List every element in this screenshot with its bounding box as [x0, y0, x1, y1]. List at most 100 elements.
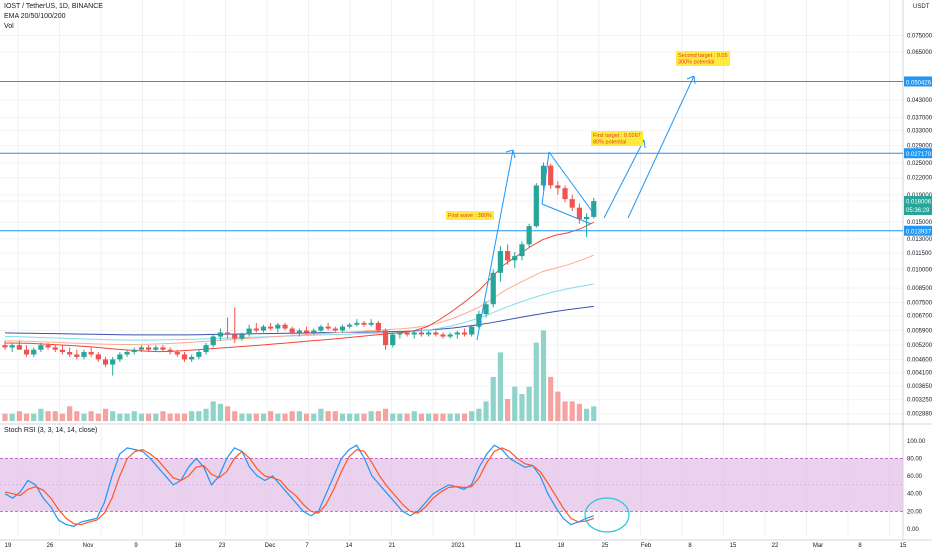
arrow-head	[686, 75, 695, 80]
time-tick-label: 21	[389, 543, 396, 549]
volume-bar	[138, 413, 145, 421]
candle-body	[483, 304, 489, 315]
countdown-label: 05:36:29	[906, 208, 930, 214]
candle-body	[38, 345, 44, 350]
first-target-note-text: First target : 0.0267	[593, 133, 641, 139]
candle-body	[131, 349, 137, 353]
price-tick-label: 0.013000	[907, 237, 932, 243]
volume-bar	[505, 398, 511, 421]
candle-body	[375, 322, 381, 331]
volume-bar	[296, 411, 302, 421]
volume-bar	[512, 386, 518, 421]
volume-bar	[268, 411, 274, 421]
volume-bar	[375, 411, 381, 421]
volume-bar	[411, 411, 417, 421]
candle-body	[440, 334, 446, 337]
price-tick-label: 0.006700	[907, 314, 932, 320]
time-tick-label: 18	[558, 543, 565, 549]
volume-bar	[67, 406, 73, 421]
annotations: First wave : 380% First target : 0.026780…	[446, 51, 730, 220]
time-tick-label: 15	[730, 543, 737, 549]
candle-body	[210, 336, 216, 346]
candle-body	[282, 324, 288, 329]
price-level-label: 0.013937	[906, 230, 932, 236]
candle-body	[591, 201, 597, 217]
volume-bar	[131, 411, 137, 421]
time-tick-label: 19	[5, 543, 12, 549]
price-tick-label: 0.015000	[907, 220, 932, 226]
first-wave-note-text: First wave : 380%	[448, 213, 492, 219]
time-tick-label: 23	[219, 543, 226, 549]
symbol-title[interactable]: IOST / TetherUS, 1D, BINANCE	[4, 3, 103, 10]
volume-bar	[447, 413, 453, 421]
volume-bar	[311, 413, 317, 421]
price-tick-label: 0.005900	[907, 328, 932, 334]
arrow-head	[643, 139, 646, 149]
candle-body	[52, 347, 58, 350]
drawings	[476, 75, 696, 341]
rsi-tick-label: 0.00	[907, 527, 919, 533]
volume-bar	[540, 330, 547, 421]
second-target-arrow	[627, 75, 695, 219]
volume-bar	[260, 413, 267, 421]
candle-body	[339, 326, 346, 331]
volume-bars	[2, 330, 597, 421]
price-tick-label: 0.007500	[907, 301, 932, 307]
candle-body	[196, 352, 202, 357]
candle-body	[505, 251, 511, 261]
candle-body	[332, 328, 338, 331]
volume-bar	[181, 413, 188, 421]
volume-bar	[382, 408, 389, 421]
time-tick-label: 9	[134, 543, 138, 549]
rsi-legend[interactable]: Stoch RSI (3, 3, 14, 14, close)	[4, 427, 98, 434]
volume-bar	[562, 401, 568, 421]
candle-body	[117, 354, 123, 360]
candle-body	[275, 324, 281, 329]
candle-body	[512, 256, 518, 261]
candle-body	[232, 334, 238, 339]
volume-bar	[490, 376, 496, 421]
price-tick-label: 0.065000	[907, 50, 932, 56]
candle-body	[23, 349, 30, 355]
volume-bar	[418, 413, 425, 421]
ema-legend[interactable]: EMA 20/50/100/200	[4, 13, 66, 20]
volume-legend[interactable]: Vol	[4, 23, 14, 30]
time-tick-label: 7	[305, 543, 309, 549]
price-tick-label: 0.002880	[907, 412, 932, 418]
volume-bar	[102, 408, 109, 421]
volume-bar	[426, 413, 432, 421]
volume-bar	[196, 411, 202, 421]
candle-body	[404, 332, 410, 335]
volume-bar	[232, 411, 238, 421]
candle-body	[433, 332, 439, 335]
volume-bar	[347, 413, 353, 421]
candle-body	[583, 216, 590, 220]
volume-bar	[38, 408, 44, 421]
volume-bar	[390, 413, 396, 421]
volume-bar	[88, 411, 94, 421]
volume-bar	[153, 413, 159, 421]
price-axis: 0.075000 0.065000 0.050426 0.043000 0.037000…	[904, 33, 932, 533]
rsi-pane	[0, 444, 903, 533]
wedge-upper-line	[548, 151, 595, 215]
volume-bar	[583, 408, 590, 421]
arrow-head	[512, 149, 516, 159]
volume-bar	[433, 413, 439, 421]
volume-bar	[81, 413, 87, 421]
candle-body	[224, 332, 231, 335]
candle-body	[110, 359, 116, 365]
time-tick-label: 2021	[451, 543, 465, 549]
candle-body	[390, 334, 396, 346]
volume-bar	[124, 413, 130, 421]
candle-body	[16, 345, 22, 350]
candle-body	[519, 244, 525, 257]
candle-body	[181, 354, 188, 360]
candle-body	[268, 326, 274, 329]
stoch-k-line	[4, 444, 594, 527]
volume-bar	[368, 411, 374, 421]
wedge-left-line	[541, 151, 550, 205]
candle-body	[447, 334, 453, 337]
time-tick-label: 14	[346, 543, 353, 549]
price-tick-label: 0.033000	[907, 129, 932, 135]
